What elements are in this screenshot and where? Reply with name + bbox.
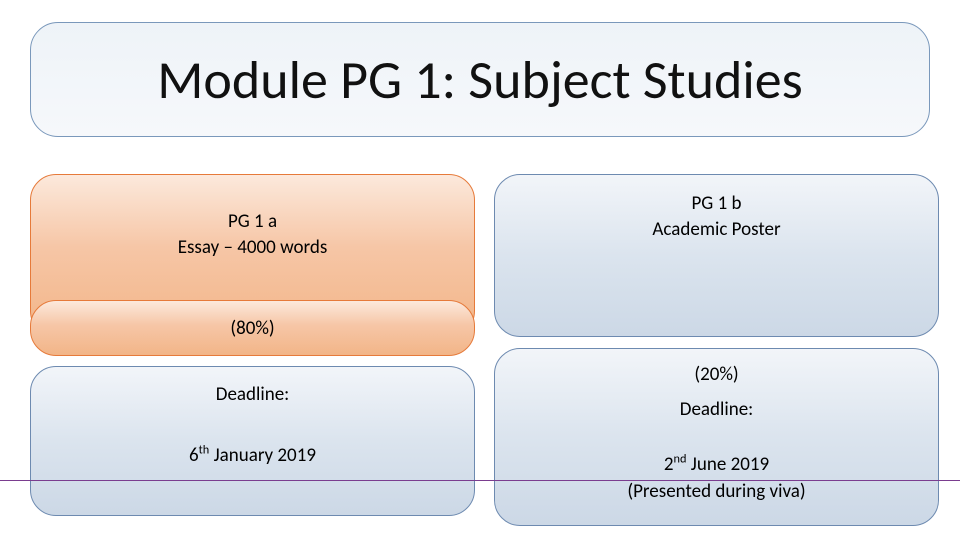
title-box: Module PG 1: Subject Studies (30, 22, 930, 137)
pg1a-code: PG 1 a (31, 209, 474, 235)
pg1a-weight: (80%) (230, 317, 274, 340)
pg1b-deadline-card: (20%) Deadline: 2nd June 2019 (Presented… (494, 348, 939, 526)
slide: Module PG 1: Subject Studies PG 1 a Essa… (0, 0, 960, 540)
pg1a-deadline-card: Deadline: 6th January 2019 (30, 366, 475, 516)
pg1b-deadline-date: 2nd June 2019 (495, 421, 938, 476)
divider-line (0, 480, 960, 481)
pg1a-deadline-date: 6th January 2019 (31, 406, 474, 467)
pg1b-card: PG 1 b Academic Poster (494, 174, 939, 337)
pg1a-task: Essay – 4000 words (31, 235, 474, 261)
pg1b-weight: (20%) (495, 349, 938, 386)
pg1b-task: Academic Poster (495, 217, 938, 243)
pg1a-deadline-label: Deadline: (31, 367, 474, 406)
pg1a-weight-card: (80%) (30, 300, 475, 356)
pg1b-code: PG 1 b (495, 191, 938, 217)
pg1b-deadline-label: Deadline: (495, 386, 938, 421)
page-title: Module PG 1: Subject Studies (157, 47, 803, 113)
